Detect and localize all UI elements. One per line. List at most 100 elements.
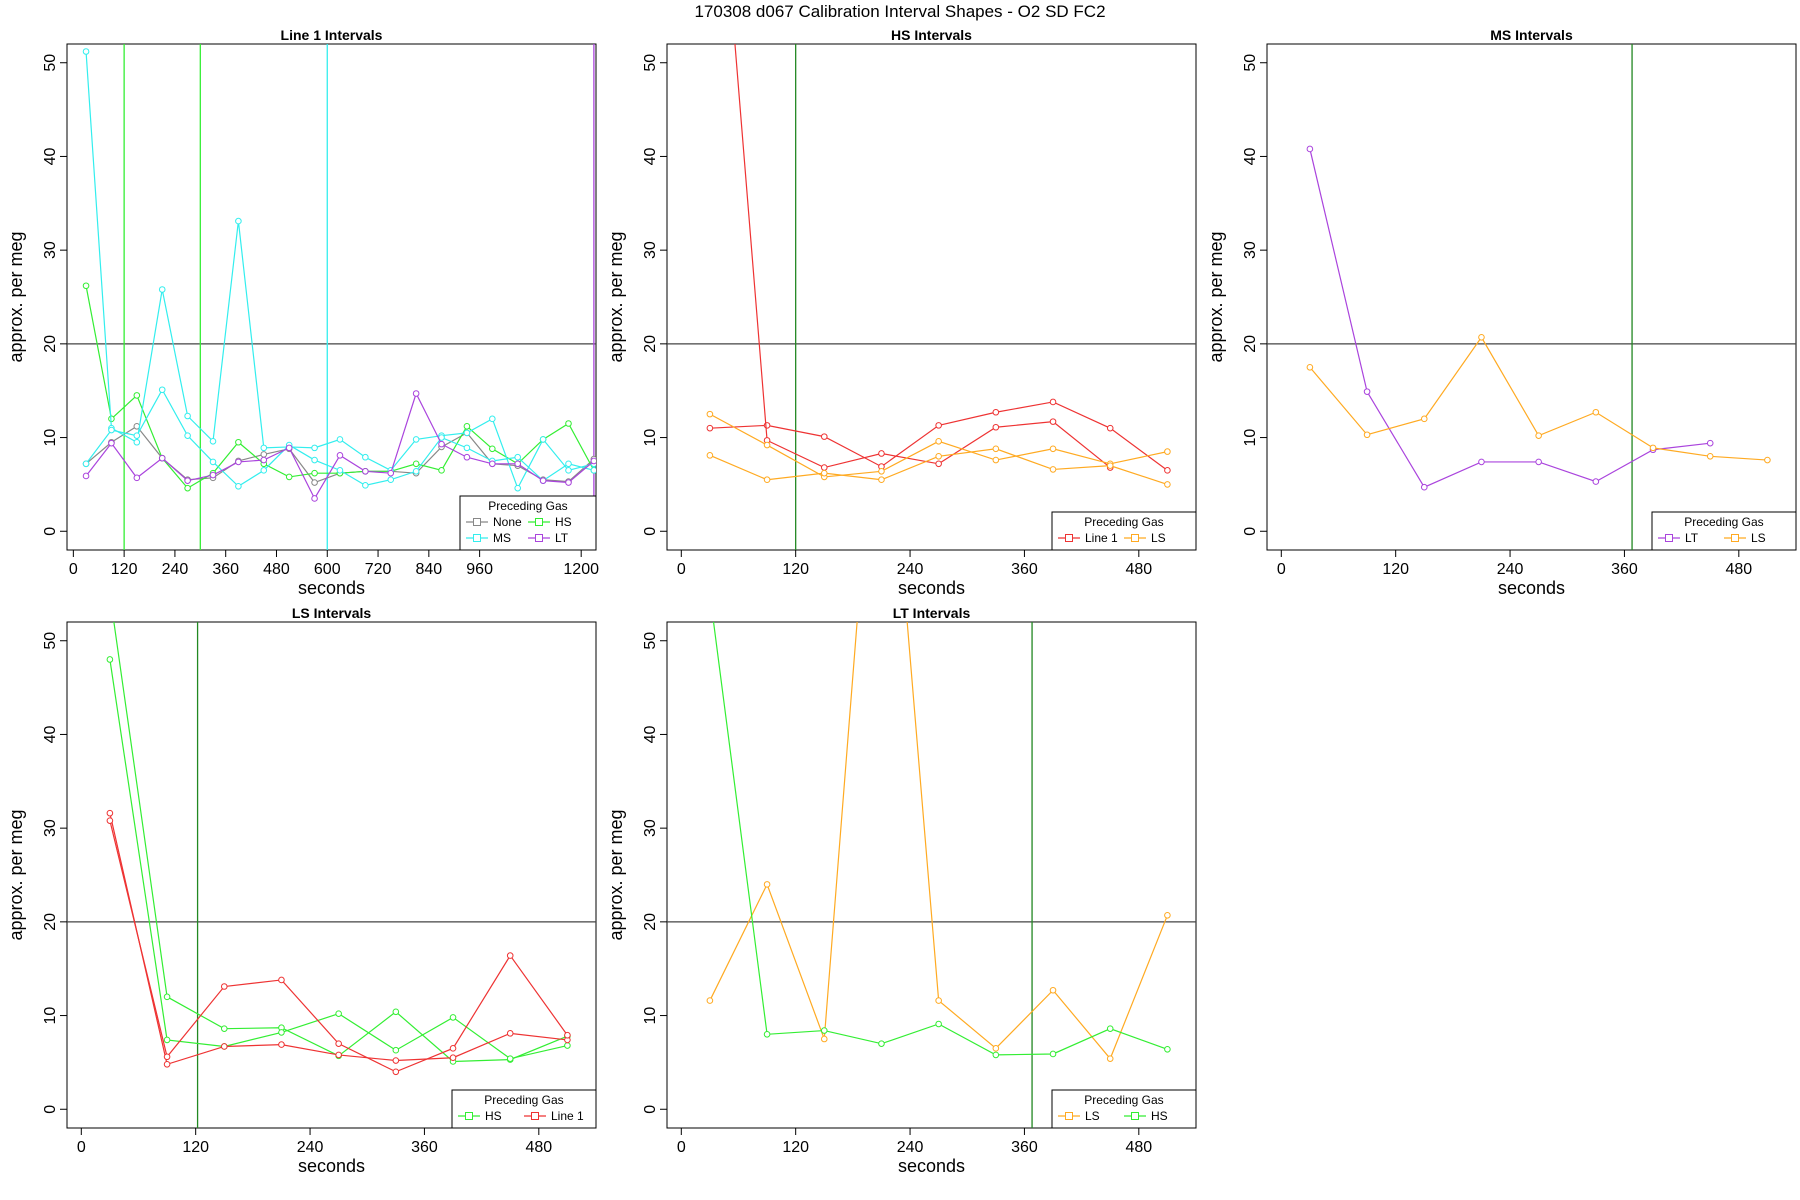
chart-panel-hs: HS Intervals 0 10 20 30 40 50 0 120 240 360 480 seco… (600, 22, 1200, 602)
data-point (506, 1030, 514, 1037)
data-point (1592, 408, 1600, 416)
y-axis-label: approx. per meg (6, 231, 26, 362)
y-tick-label: 20 (642, 913, 659, 931)
legend-swatch-marker (1665, 534, 1673, 542)
data-point (565, 420, 572, 427)
y-axis-label: approx. per meg (606, 231, 626, 362)
data-point (1106, 1025, 1114, 1032)
legend-swatch-marker (1065, 534, 1073, 542)
y-tick-label: 30 (42, 241, 59, 259)
data-point (1478, 333, 1485, 341)
data-point (489, 460, 496, 468)
data-point (1706, 439, 1714, 447)
legend: Preceding Gas LS HS (1051, 1089, 1197, 1129)
legend-box (451, 1089, 597, 1129)
y-tick-label: 30 (642, 819, 659, 837)
data-point (1649, 444, 1657, 452)
series-line (109, 659, 568, 1060)
legend-entry-label: LS (1751, 531, 1766, 545)
legend-swatch-marker (1731, 534, 1739, 542)
x-tick-label: 240 (162, 561, 189, 578)
data-point (412, 390, 420, 397)
y-tick-label: 20 (642, 335, 659, 353)
plot-area (667, 44, 1196, 550)
x-tick-label: 120 (782, 1139, 809, 1156)
data-point (463, 453, 471, 461)
y-tick-label: 30 (1242, 241, 1259, 259)
y-tick-label: 10 (42, 429, 59, 447)
data-point (336, 436, 344, 443)
data-point (260, 467, 268, 474)
data-point (184, 484, 191, 492)
data-point (335, 1010, 342, 1017)
data-point (506, 952, 514, 959)
data-point (935, 438, 942, 445)
legend-box (1651, 511, 1797, 551)
data-point (133, 432, 141, 439)
data-point (278, 976, 285, 984)
x-tick-label: 480 (1125, 561, 1152, 578)
y-tick-label: 0 (642, 527, 659, 536)
x-tick-label: 0 (1277, 561, 1286, 578)
data-point (184, 412, 191, 420)
data-point (992, 445, 1000, 453)
y-tick-label: 0 (42, 527, 59, 536)
x-tick-label: 360 (1011, 1139, 1038, 1156)
chart-title: Line 1 Intervals (281, 27, 383, 43)
legend-box (459, 495, 597, 551)
legend-swatch-marker (473, 534, 481, 542)
data-point (362, 467, 369, 475)
data-point (820, 433, 828, 440)
legend-entry-label: Line 1 (551, 1109, 584, 1123)
data-point (1164, 1045, 1171, 1053)
data-point (463, 444, 471, 452)
data-point (311, 444, 318, 452)
data-point (539, 477, 547, 484)
data-point (82, 282, 90, 290)
data-point (158, 286, 166, 293)
series-line (712, 622, 1168, 1056)
data-point (438, 467, 445, 474)
data-point (514, 453, 522, 461)
data-point (392, 1068, 400, 1076)
legend-entry-label: HS (1151, 1109, 1168, 1123)
data-point (362, 482, 369, 489)
data-point (1164, 448, 1171, 455)
y-tick-label: 40 (1242, 147, 1259, 165)
data-point (763, 1030, 771, 1038)
y-axis-label: approx. per meg (606, 809, 626, 940)
data-point (106, 656, 114, 663)
legend-swatch-marker (1131, 534, 1139, 542)
data-point (1049, 466, 1057, 473)
x-tick-label: 240 (1497, 561, 1524, 578)
data-point (878, 476, 885, 484)
y-tick-label: 0 (1242, 527, 1259, 536)
x-tick-label: 120 (182, 1139, 209, 1156)
data-point (133, 392, 141, 399)
y-axis-label: approx. per meg (1206, 231, 1226, 362)
page-title: 170308 d067 Calibration Interval Shapes … (694, 2, 1106, 21)
x-tick-label: 360 (212, 561, 239, 578)
data-point (706, 997, 714, 1004)
data-point (1592, 478, 1600, 485)
series-line (113, 622, 568, 1063)
data-point (133, 474, 141, 482)
y-tick-label: 10 (642, 429, 659, 447)
x-tick-label: 600 (314, 561, 341, 578)
x-tick-label: 720 (365, 561, 392, 578)
data-point (1049, 986, 1057, 994)
data-point (108, 426, 115, 434)
data-point (1764, 456, 1771, 464)
legend-title: Preceding Gas (488, 499, 567, 513)
data-point (992, 1051, 1000, 1059)
data-point (82, 48, 90, 55)
x-tick-label: 480 (525, 1139, 552, 1156)
data-point (220, 1025, 228, 1032)
plot-area (1267, 44, 1796, 550)
legend-title: Preceding Gas (1684, 515, 1763, 529)
legend-swatch-marker (535, 518, 543, 526)
legend: Preceding Gas None HS MS LT (459, 495, 597, 551)
data-point (278, 1041, 285, 1048)
data-point (387, 476, 395, 484)
legend-entry-label: LT (1685, 531, 1699, 545)
